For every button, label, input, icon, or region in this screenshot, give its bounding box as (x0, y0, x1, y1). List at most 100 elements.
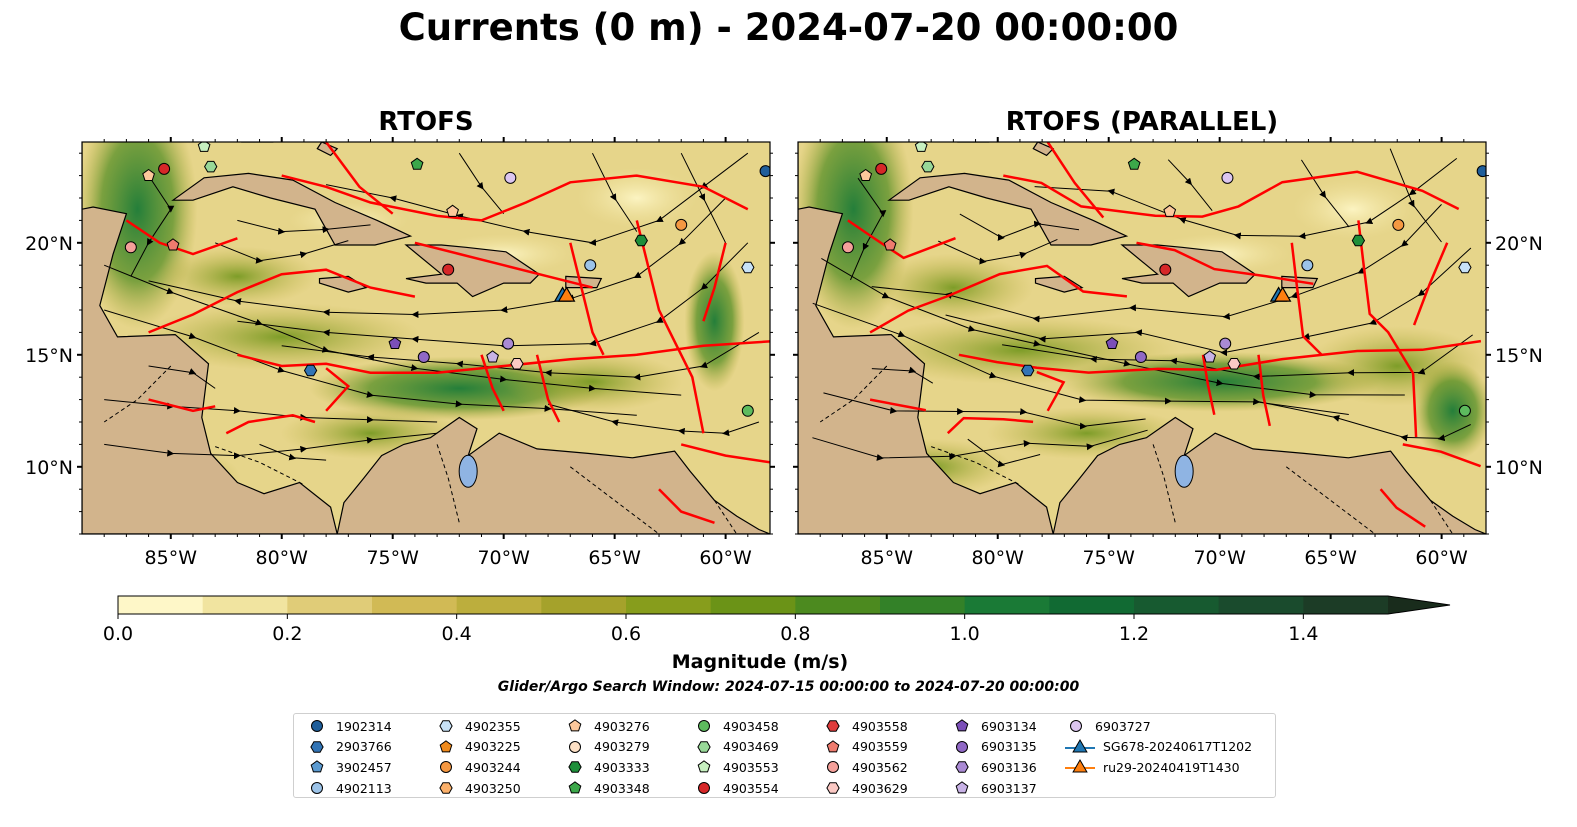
argo-float-marker (504, 171, 517, 184)
legend-item: 4903562 (820, 757, 908, 778)
argo-float-marker (1301, 259, 1314, 272)
colorbar-outline (117, 595, 1451, 615)
streamline (850, 177, 887, 281)
eez-boundary (1257, 354, 1272, 427)
lon-tick-label: 85°W (861, 547, 914, 569)
argo-float-marker (1458, 404, 1471, 417)
streamline (237, 219, 371, 235)
legend-item: 4903348 (562, 778, 650, 799)
legend-item: 4903458 (691, 716, 779, 737)
legend-item-label: 4903562 (852, 759, 908, 775)
legend-item: 4903225 (433, 737, 521, 758)
argo-float-marker (446, 204, 459, 217)
argo-float-marker (1392, 218, 1405, 231)
legend-marker-icon (568, 781, 582, 794)
legend-item: 4903553 (691, 757, 779, 778)
streamline (547, 403, 760, 437)
streamline (214, 240, 349, 264)
legend-marker-icon (955, 761, 969, 774)
legend-item: 4902355 (433, 716, 521, 737)
legend-item: 4903559 (820, 737, 908, 758)
eez-boundary (1379, 488, 1426, 528)
colorbar-tick-label: 0.2 (272, 623, 302, 645)
map-panel-rtofs-parallel: 85°W 80°W 75°W 70°W 65°W 60°W 10°N 15°N 20°N (793, 137, 1543, 569)
streamline (1167, 159, 1213, 212)
argo-float-marker (584, 259, 597, 272)
figure-title: Currents (0 m) - 2024-07-20 00:00:00 (398, 6, 1179, 49)
legend-item-label: 4903458 (723, 718, 779, 734)
streamline (458, 152, 505, 215)
argo-float-marker (417, 351, 430, 364)
colorbar-extend-arrow (1388, 596, 1450, 614)
colorbar-tick-label: 1.4 (1288, 623, 1318, 645)
legend-marker-icon (1070, 720, 1082, 733)
colorbar-segment (626, 596, 712, 614)
lon-tick-label: 60°W (1415, 547, 1468, 569)
argo-float-marker (1127, 157, 1141, 170)
legend-marker-icon (826, 782, 840, 794)
colorbar-tick-label: 1.0 (950, 623, 980, 645)
legend-item: 4903244 (433, 757, 521, 778)
argo-float-marker (741, 261, 755, 274)
eez-boundary (1357, 220, 1418, 438)
eez-boundary (869, 398, 927, 412)
country-border (436, 444, 460, 523)
streamline (1002, 334, 1473, 381)
legend-column: 6903727 SG678-20240617T1202 ru29-20240419T… (1063, 716, 1252, 778)
legend-item-label: SG678-20240617T1202 (1103, 739, 1253, 755)
eez-boundary (1402, 443, 1482, 468)
argo-float-marker (486, 350, 499, 363)
eez-boundary (414, 241, 593, 289)
eez-boundary (148, 398, 216, 413)
argo-float-marker (1105, 336, 1119, 349)
legend-symbol (698, 782, 710, 795)
legend-symbol (311, 782, 323, 795)
legend-marker-icon (698, 720, 710, 733)
argo-float-marker (1458, 261, 1472, 274)
lat-tick-label: 20°N (1495, 233, 1543, 255)
lake-maracaibo (1174, 454, 1194, 488)
legend-item: 4903469 (691, 737, 779, 758)
legend-marker-icon (439, 720, 453, 733)
legend-item-label: 3902457 (336, 759, 392, 775)
legend-item: 4903629 (820, 778, 908, 799)
streamline (104, 309, 637, 416)
streamline (680, 152, 727, 244)
colorbar-segment (710, 596, 796, 614)
argo-float-marker (1203, 350, 1217, 363)
legend-symbol (826, 782, 840, 794)
country-border (1285, 466, 1376, 534)
land-area (336, 416, 770, 534)
streamline (938, 238, 1058, 265)
legend-marker-icon (440, 761, 452, 774)
legend-item-label: 4902113 (336, 780, 392, 796)
colorbar-tick-label: 0.0 (103, 623, 133, 645)
eez-boundary (225, 414, 316, 435)
argo-float-marker (124, 241, 137, 254)
eez-boundary (569, 242, 605, 356)
legend-marker-icon (569, 740, 581, 753)
argo-float-marker (502, 337, 515, 350)
legend-column: 4903558 4903559 4903562 4903629 (820, 716, 908, 798)
legend-item: 4903250 (433, 778, 521, 799)
argo-float-marker (410, 157, 424, 170)
legend-symbol (826, 740, 840, 753)
legend-column: 6903134 6903135 6903136 6903137 (949, 716, 1037, 798)
colorbar-segment (880, 596, 966, 614)
legend-item-label: 4903469 (723, 739, 779, 755)
legend-item-label: 4903225 (465, 739, 521, 755)
argo-float-marker (914, 142, 928, 152)
streamline (592, 152, 638, 232)
streamline (1300, 159, 1350, 228)
current-magnitude-area (1412, 360, 1486, 461)
streamline (871, 366, 934, 384)
country-border (819, 365, 888, 423)
legend-symbol (955, 781, 969, 794)
legend-marker-icon (310, 760, 324, 773)
legend-marker-icon (1065, 738, 1095, 753)
current-magnitude-area (1292, 179, 1413, 240)
legend-symbol (310, 741, 324, 753)
lon-tick-label: 80°W (256, 547, 309, 569)
argo-float-marker (841, 241, 854, 254)
